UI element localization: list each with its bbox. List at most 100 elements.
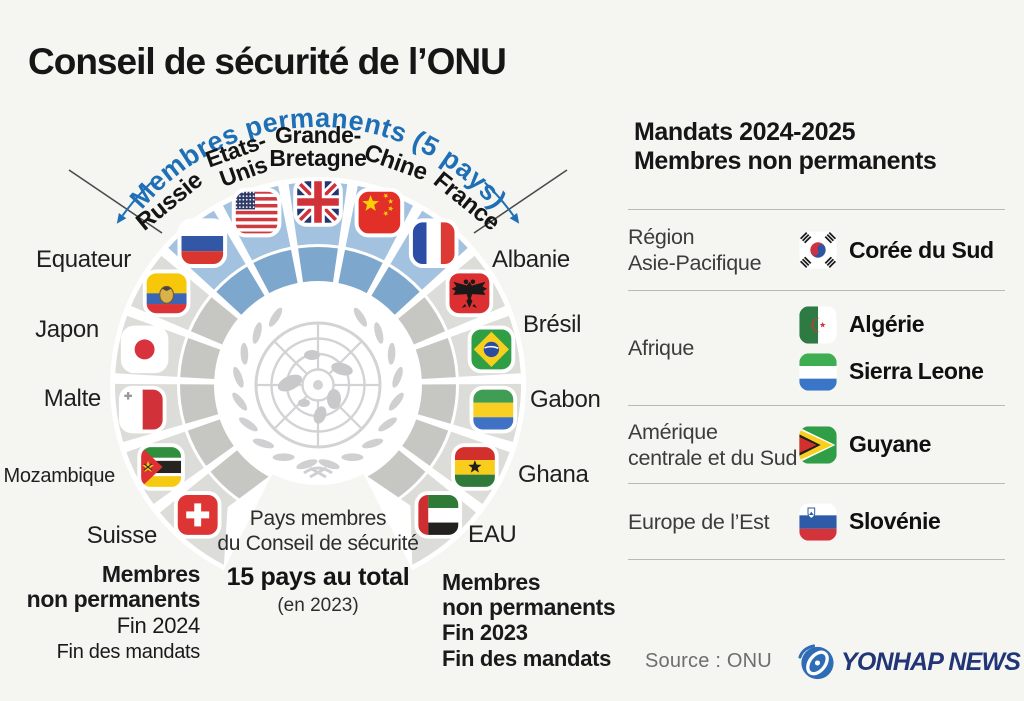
arc-wedge-Gabon (417, 383, 522, 442)
flag-guyana-icon (799, 425, 837, 464)
center-line1: Pays membres (249, 507, 387, 530)
source-label: Source : ONU (645, 650, 772, 672)
svg-text:Chine: Chine (361, 139, 431, 186)
arc-label-EAU: EAU (468, 521, 516, 548)
mandate-row: Région Asie-Pacifique Corée du Sud (628, 209, 1005, 290)
arc-label-Japon: Japon (35, 316, 99, 343)
region-label: Afrique (628, 336, 695, 360)
flag-mozambique-icon (137, 443, 185, 491)
region-countries: Algérie Sierra Leone (798, 305, 984, 392)
footnote-right-title2: non permanents (442, 594, 616, 620)
region-countries: Guyane (798, 425, 931, 465)
flag-japan-icon (120, 325, 169, 374)
mandate-row: Europe de l’Est Slovénie (628, 483, 1005, 560)
un-emblem-icon (254, 321, 382, 449)
flag-southkorea-icon (799, 231, 837, 269)
footnote-right-end: Fin 2023 (442, 620, 528, 645)
arc-label-Mozambique: Mozambique (3, 465, 115, 487)
footnote-right-title1: Membres (442, 569, 541, 595)
svg-text:Russie: Russie (131, 167, 208, 237)
arc-wedge-Malte (114, 383, 219, 442)
footnote-left-title2: non permanents (26, 586, 201, 612)
permanent-label-Etats-Unis: Etats-Unis (202, 127, 277, 194)
arc-label-Gabon: Gabon (530, 386, 601, 413)
total-countries: 15 pays au total (226, 563, 410, 591)
arc-wedge-Japon (115, 315, 221, 379)
arc-wedge-Chine (338, 185, 413, 294)
arc-label-Equateur: Equateur (36, 246, 131, 273)
center-line2: du Conseil de sécurité (217, 532, 419, 555)
un-emblem-continents (277, 350, 353, 424)
arc-wedge-Mozambique (126, 419, 234, 504)
flag-brazil-icon (467, 325, 516, 374)
permanent-label-Chine: Chine (361, 139, 431, 186)
yonhap-globe-icon (798, 644, 834, 680)
flag-usa-icon (231, 187, 282, 238)
footnote-right: Membres non permanents Fin 2023 Fin des … (442, 570, 672, 672)
flag-albania-icon (445, 269, 494, 318)
un-emblem-wreath (232, 307, 404, 479)
country-name: Slovénie (849, 508, 941, 534)
divider-line-left (68, 169, 163, 234)
arc-wedge-Etats-Unis (223, 185, 298, 294)
mandate-row: Amérique centrale et du Sud Guyane (628, 405, 1005, 483)
panel-title: Mandats 2024-2025 Membres non permanents (634, 118, 937, 176)
flag-ghana-icon (451, 443, 499, 491)
country-entry: Corée du Sud (798, 230, 994, 270)
flag-sierraleone-icon (799, 352, 837, 391)
flag-france-icon (408, 218, 459, 268)
panel-title-line1: Mandats 2024-2025 (634, 118, 856, 146)
country-entry: Sierra Leone (798, 352, 984, 392)
arc-wedge-Russie (168, 210, 265, 315)
flag-uk-icon (293, 177, 343, 227)
arc-wedge-France (371, 210, 468, 315)
flag-malta-icon (118, 385, 167, 434)
arc-wedge-Brésil (415, 315, 521, 379)
un-emblem-circle (218, 285, 418, 485)
svg-text:Etats-Unis: Etats-Unis (202, 127, 277, 194)
flag-russia-icon (177, 218, 228, 268)
region-label: Amérique centrale et du Sud (628, 419, 798, 470)
banner-text: Membres permanents (5 pays) (124, 103, 513, 214)
country-entry: Slovénie (798, 502, 941, 542)
footnote-left-title1: Membres (101, 561, 201, 587)
arc-wedge-Ghana (402, 419, 510, 504)
flag-slovenia-icon (799, 502, 837, 541)
reference-year: (en 2023) (277, 595, 359, 616)
mandate-row: Afrique Algérie Sierra Leone (628, 290, 1005, 405)
permanent-members-banner: Membres permanents (5 pays) (116, 103, 520, 224)
arc-label-Albanie: Albanie (492, 246, 570, 273)
agency-logo: YONHAP NEWS (797, 642, 1021, 682)
arc-wedge-Equateur (131, 255, 238, 345)
panel-title-line2: Membres non permanents (634, 147, 937, 175)
permanent-label-Russie: Russie (131, 167, 208, 237)
footnote-right-label: Fin des mandats (442, 646, 612, 671)
country-name: Guyane (849, 431, 931, 457)
svg-text:Grande-Bretagne: Grande-Bretagne (269, 122, 366, 171)
region-countries: Corée du Sud (798, 230, 994, 270)
page-title: Conseil de sécurité de l’ONU (28, 40, 507, 82)
region-label: Région Asie-Pacifique (628, 225, 762, 275)
svg-text:France: France (428, 167, 505, 237)
country-entry: Guyane (798, 425, 931, 465)
region-countries: Slovénie (798, 502, 941, 542)
permanent-label-France: France (428, 167, 505, 237)
flag-china-icon (354, 187, 405, 238)
flag-ecuador-icon (142, 269, 191, 318)
mandates-panel: Région Asie-Pacifique Corée du Sud Afrique… (628, 209, 1005, 560)
arc-label-Ghana: Ghana (518, 461, 590, 488)
footnote-left-label: Fin des mandats (56, 641, 201, 663)
footnote-left: Membres non permanents Fin 2024 Fin des … (0, 561, 201, 665)
arc-label-Brésil: Brésil (523, 311, 581, 338)
arc-label-Malte: Malte (44, 385, 101, 412)
flag-gabon-icon (469, 385, 518, 434)
arc-wedge-Albanie (398, 255, 505, 345)
country-name: Corée du Sud (849, 236, 994, 263)
country-name: Sierra Leone (849, 358, 984, 384)
country-name: Algérie (849, 311, 925, 337)
footnote-left-end: Fin 2024 (116, 613, 201, 638)
arc-label-Suisse: Suisse (87, 522, 157, 549)
divider-line-right (473, 169, 568, 234)
flag-algeria-icon (799, 305, 837, 344)
